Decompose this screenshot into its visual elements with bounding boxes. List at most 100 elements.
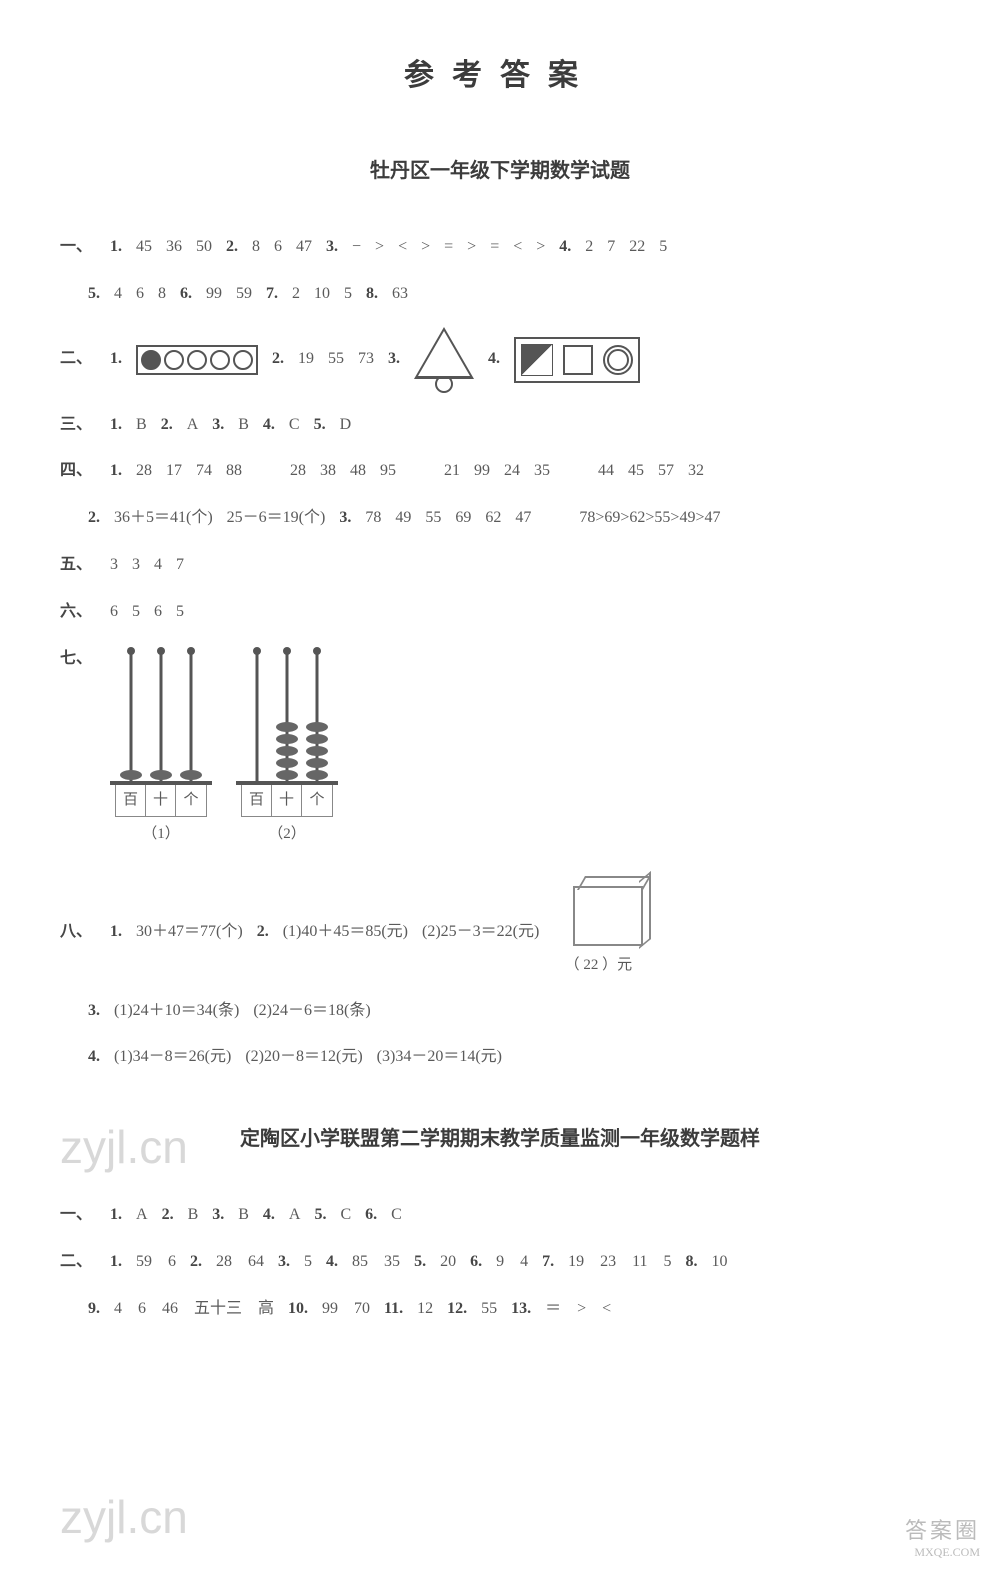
bead-icon (276, 770, 298, 780)
v: 6 (274, 233, 282, 262)
v: (2)25－3＝22(元) (422, 918, 539, 947)
abacus-col (272, 651, 302, 781)
v: = (444, 233, 453, 262)
sec6-label: 六、 (60, 598, 92, 627)
q2n: 2. (272, 345, 284, 374)
triangle-circle-icon (414, 327, 474, 393)
bead-icon (276, 722, 298, 732)
v: > (536, 233, 545, 262)
abacus-labels: 百 十 个 (115, 785, 207, 817)
n: 11. (384, 1295, 403, 1324)
v: 59 (236, 280, 252, 309)
v: 22 (629, 233, 645, 262)
lbl: 百 (116, 785, 146, 816)
circle-icon (233, 350, 253, 370)
v: − (352, 233, 361, 262)
n: 4. (263, 1201, 275, 1230)
abacus-col (116, 651, 146, 781)
p1-sec4-row1: 四、 1. 28 17 74 88 28 38 48 95 21 99 24 3… (60, 457, 940, 486)
v: 24 (504, 457, 520, 486)
v: 28 64 (216, 1248, 264, 1277)
abacus-col (242, 651, 272, 781)
n: 4. (263, 411, 275, 440)
n: 5. (414, 1248, 426, 1277)
v: 36 (166, 233, 182, 262)
v: 4 (114, 280, 122, 309)
box-icon (573, 886, 643, 946)
v: = (490, 233, 499, 262)
v: > (421, 233, 430, 262)
n: 3. (212, 411, 224, 440)
q8n: 8. (366, 280, 378, 309)
shape-strip (514, 337, 640, 383)
bead-icon (180, 770, 202, 780)
v: 95 (380, 457, 396, 486)
v: (1)40＋45＝85(元) (283, 918, 408, 947)
q4n: 4. (488, 345, 500, 374)
abacus-2: 百 十 个 （2） (236, 655, 338, 848)
v: (3)34－20＝14(元) (377, 1043, 502, 1072)
v: < (513, 233, 522, 262)
v: 48 (350, 457, 366, 486)
q1n: 1. (110, 918, 122, 947)
sec2-label: 二、 (60, 1248, 92, 1277)
circle-icon (210, 350, 230, 370)
v: 45 (136, 233, 152, 262)
v: 17 (166, 457, 182, 486)
bead-icon (150, 770, 172, 780)
q3n: 3. (339, 504, 351, 533)
v: 10 (314, 280, 330, 309)
v: 57 (658, 457, 674, 486)
paper1-heading: 牡丹区一年级下学期数学试题 (60, 154, 940, 183)
abacus-row: 百 十 个 （1） 百 十 (110, 655, 338, 848)
abacus-labels: 百 十 个 (241, 785, 333, 817)
v: 2 (292, 280, 300, 309)
n: 8. (686, 1248, 698, 1277)
sec4-label: 四、 (60, 457, 92, 486)
v: 69 (455, 504, 471, 533)
v: A (289, 1201, 301, 1230)
n: 12. (447, 1295, 467, 1324)
abacus-1: 百 十 个 （1） (110, 655, 212, 848)
v: C (340, 1201, 351, 1230)
v: 32 (688, 457, 704, 486)
v: ＝ > < (545, 1295, 611, 1324)
n: 3. (278, 1248, 290, 1277)
v: A (187, 411, 199, 440)
q3n: 3. (326, 233, 338, 262)
v: 47 (515, 504, 531, 533)
v: 55 (425, 504, 441, 533)
v: 3 (132, 551, 140, 580)
n: 9. (88, 1295, 100, 1324)
v: 44 (598, 457, 614, 486)
q4n: 4. (559, 233, 571, 262)
v: 7 (607, 233, 615, 262)
q3n: 3. (388, 345, 400, 374)
n: 2. (161, 411, 173, 440)
page-title: 参考答案 (60, 50, 940, 94)
n: 5. (314, 411, 326, 440)
v: 35 (534, 457, 550, 486)
v: 99 70 (322, 1295, 370, 1324)
p2-sec1: 一、 1.A 2.B 3.B 4.A 5.C 6.C (60, 1201, 940, 1230)
bead-icon (306, 758, 328, 768)
circle-filled-icon (141, 350, 161, 370)
v: 38 (320, 457, 336, 486)
q6n: 6. (180, 280, 192, 309)
n: 2. (190, 1248, 202, 1277)
q1n: 1. (110, 233, 122, 262)
v: 5 (176, 598, 184, 627)
p1-sec8-row3: 4. (1)34－8＝26(元) (2)20－8＝12(元) (3)34－20＝… (60, 1043, 940, 1072)
v: 5 (344, 280, 352, 309)
circle-icon (164, 350, 184, 370)
bead-icon (306, 734, 328, 744)
v: 9 4 (496, 1248, 528, 1277)
box-caption: （ 22 ）元 (565, 952, 633, 979)
v: 4 6 46 五十三 高 (114, 1295, 274, 1324)
bead-icon (276, 734, 298, 744)
v: 74 (196, 457, 212, 486)
q3n: 3. (88, 997, 100, 1026)
n: 3. (212, 1201, 224, 1230)
lbl: 个 (302, 785, 332, 816)
n: 1. (110, 411, 122, 440)
